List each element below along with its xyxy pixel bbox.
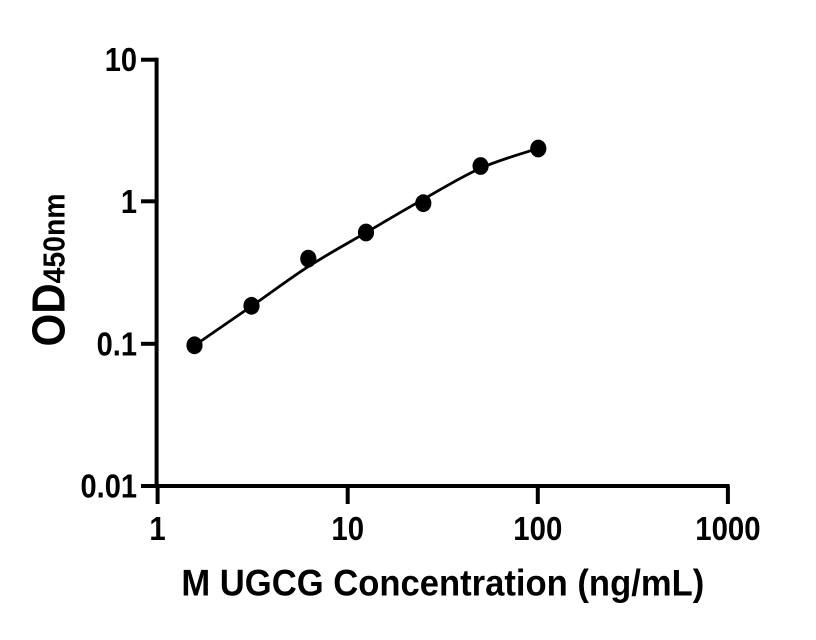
svg-text:1: 1: [121, 183, 137, 220]
svg-text:1: 1: [149, 510, 165, 547]
svg-text:100: 100: [513, 510, 562, 547]
svg-text:10: 10: [105, 41, 137, 78]
svg-text:0.01: 0.01: [80, 468, 137, 505]
svg-text:OD450nm: OD450nm: [24, 194, 75, 347]
svg-text:1000: 1000: [695, 510, 760, 547]
svg-text:0.1: 0.1: [97, 326, 137, 363]
svg-text:10: 10: [331, 510, 364, 547]
svg-text:M UGCG Concentration (ng/mL): M UGCG Concentration (ng/mL): [181, 561, 704, 604]
